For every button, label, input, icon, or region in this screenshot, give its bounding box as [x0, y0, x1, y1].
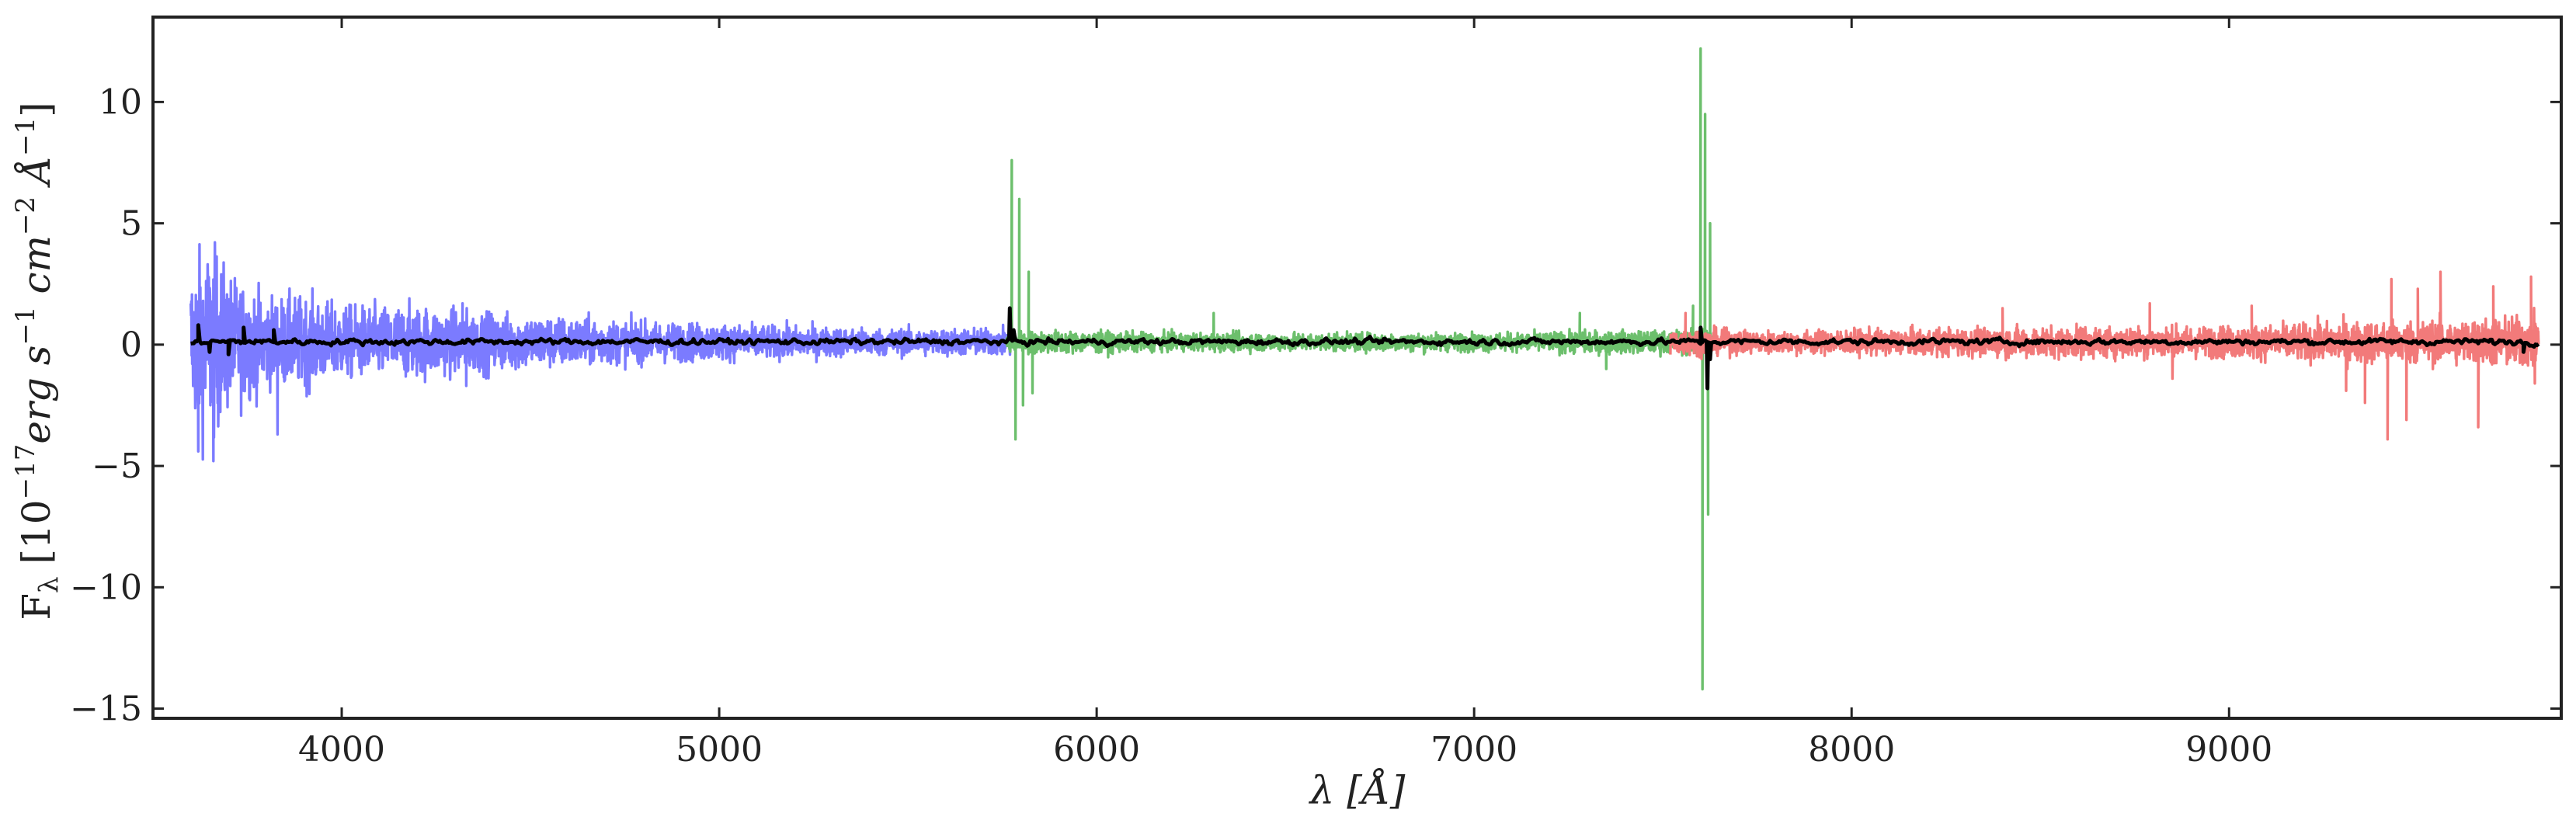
x-tick-label: 8000 — [1808, 730, 1895, 770]
y-tick-label: −10 — [70, 568, 142, 607]
y-label-erg: erg s — [14, 346, 59, 444]
plot-frame — [151, 16, 2563, 720]
red-arm-spectrum — [1669, 270, 2540, 441]
y-label-symbol: F — [14, 593, 59, 620]
x-tick-label: 9000 — [2185, 730, 2272, 770]
y-tick-label: 5 — [120, 204, 142, 244]
ticks-layer: 4000 5000 6000 7000 8000 9000 10 5 0 −5 −10 −15 — [70, 17, 2561, 770]
y-label-angstrom: Å — [13, 156, 59, 196]
y-tick-label: −15 — [70, 690, 142, 729]
series-layer — [189, 47, 2540, 691]
y-label-exp2: −1 — [10, 306, 41, 345]
y-label-close: ] — [14, 102, 59, 117]
y-axis-label: Fλ [10−17erg s−1 cm−2 Å−1] — [10, 102, 64, 620]
combined-spectrum — [190, 306, 2540, 391]
y-tick-label: 0 — [120, 325, 142, 365]
y-label-cm: cm — [14, 235, 59, 306]
y-label-exp3: −2 — [10, 196, 41, 235]
x-axis-label: λ [Å] — [1309, 767, 1406, 813]
y-label-exp1: −17 — [10, 444, 41, 500]
green-arm-spectrum — [1004, 47, 1713, 691]
y-label-open: [10 — [14, 499, 59, 576]
y-label-exp4: −1 — [10, 117, 41, 156]
y-label-symbol-sub: λ — [33, 576, 64, 593]
x-tick-label: 4000 — [298, 730, 385, 770]
x-tick-label: 6000 — [1053, 730, 1140, 770]
x-tick-label: 7000 — [1431, 730, 1517, 770]
y-tick-label: 10 — [99, 82, 142, 122]
blue-arm-spectrum — [189, 241, 1015, 463]
y-tick-label: −5 — [92, 447, 142, 486]
x-tick-label: 5000 — [676, 730, 763, 770]
